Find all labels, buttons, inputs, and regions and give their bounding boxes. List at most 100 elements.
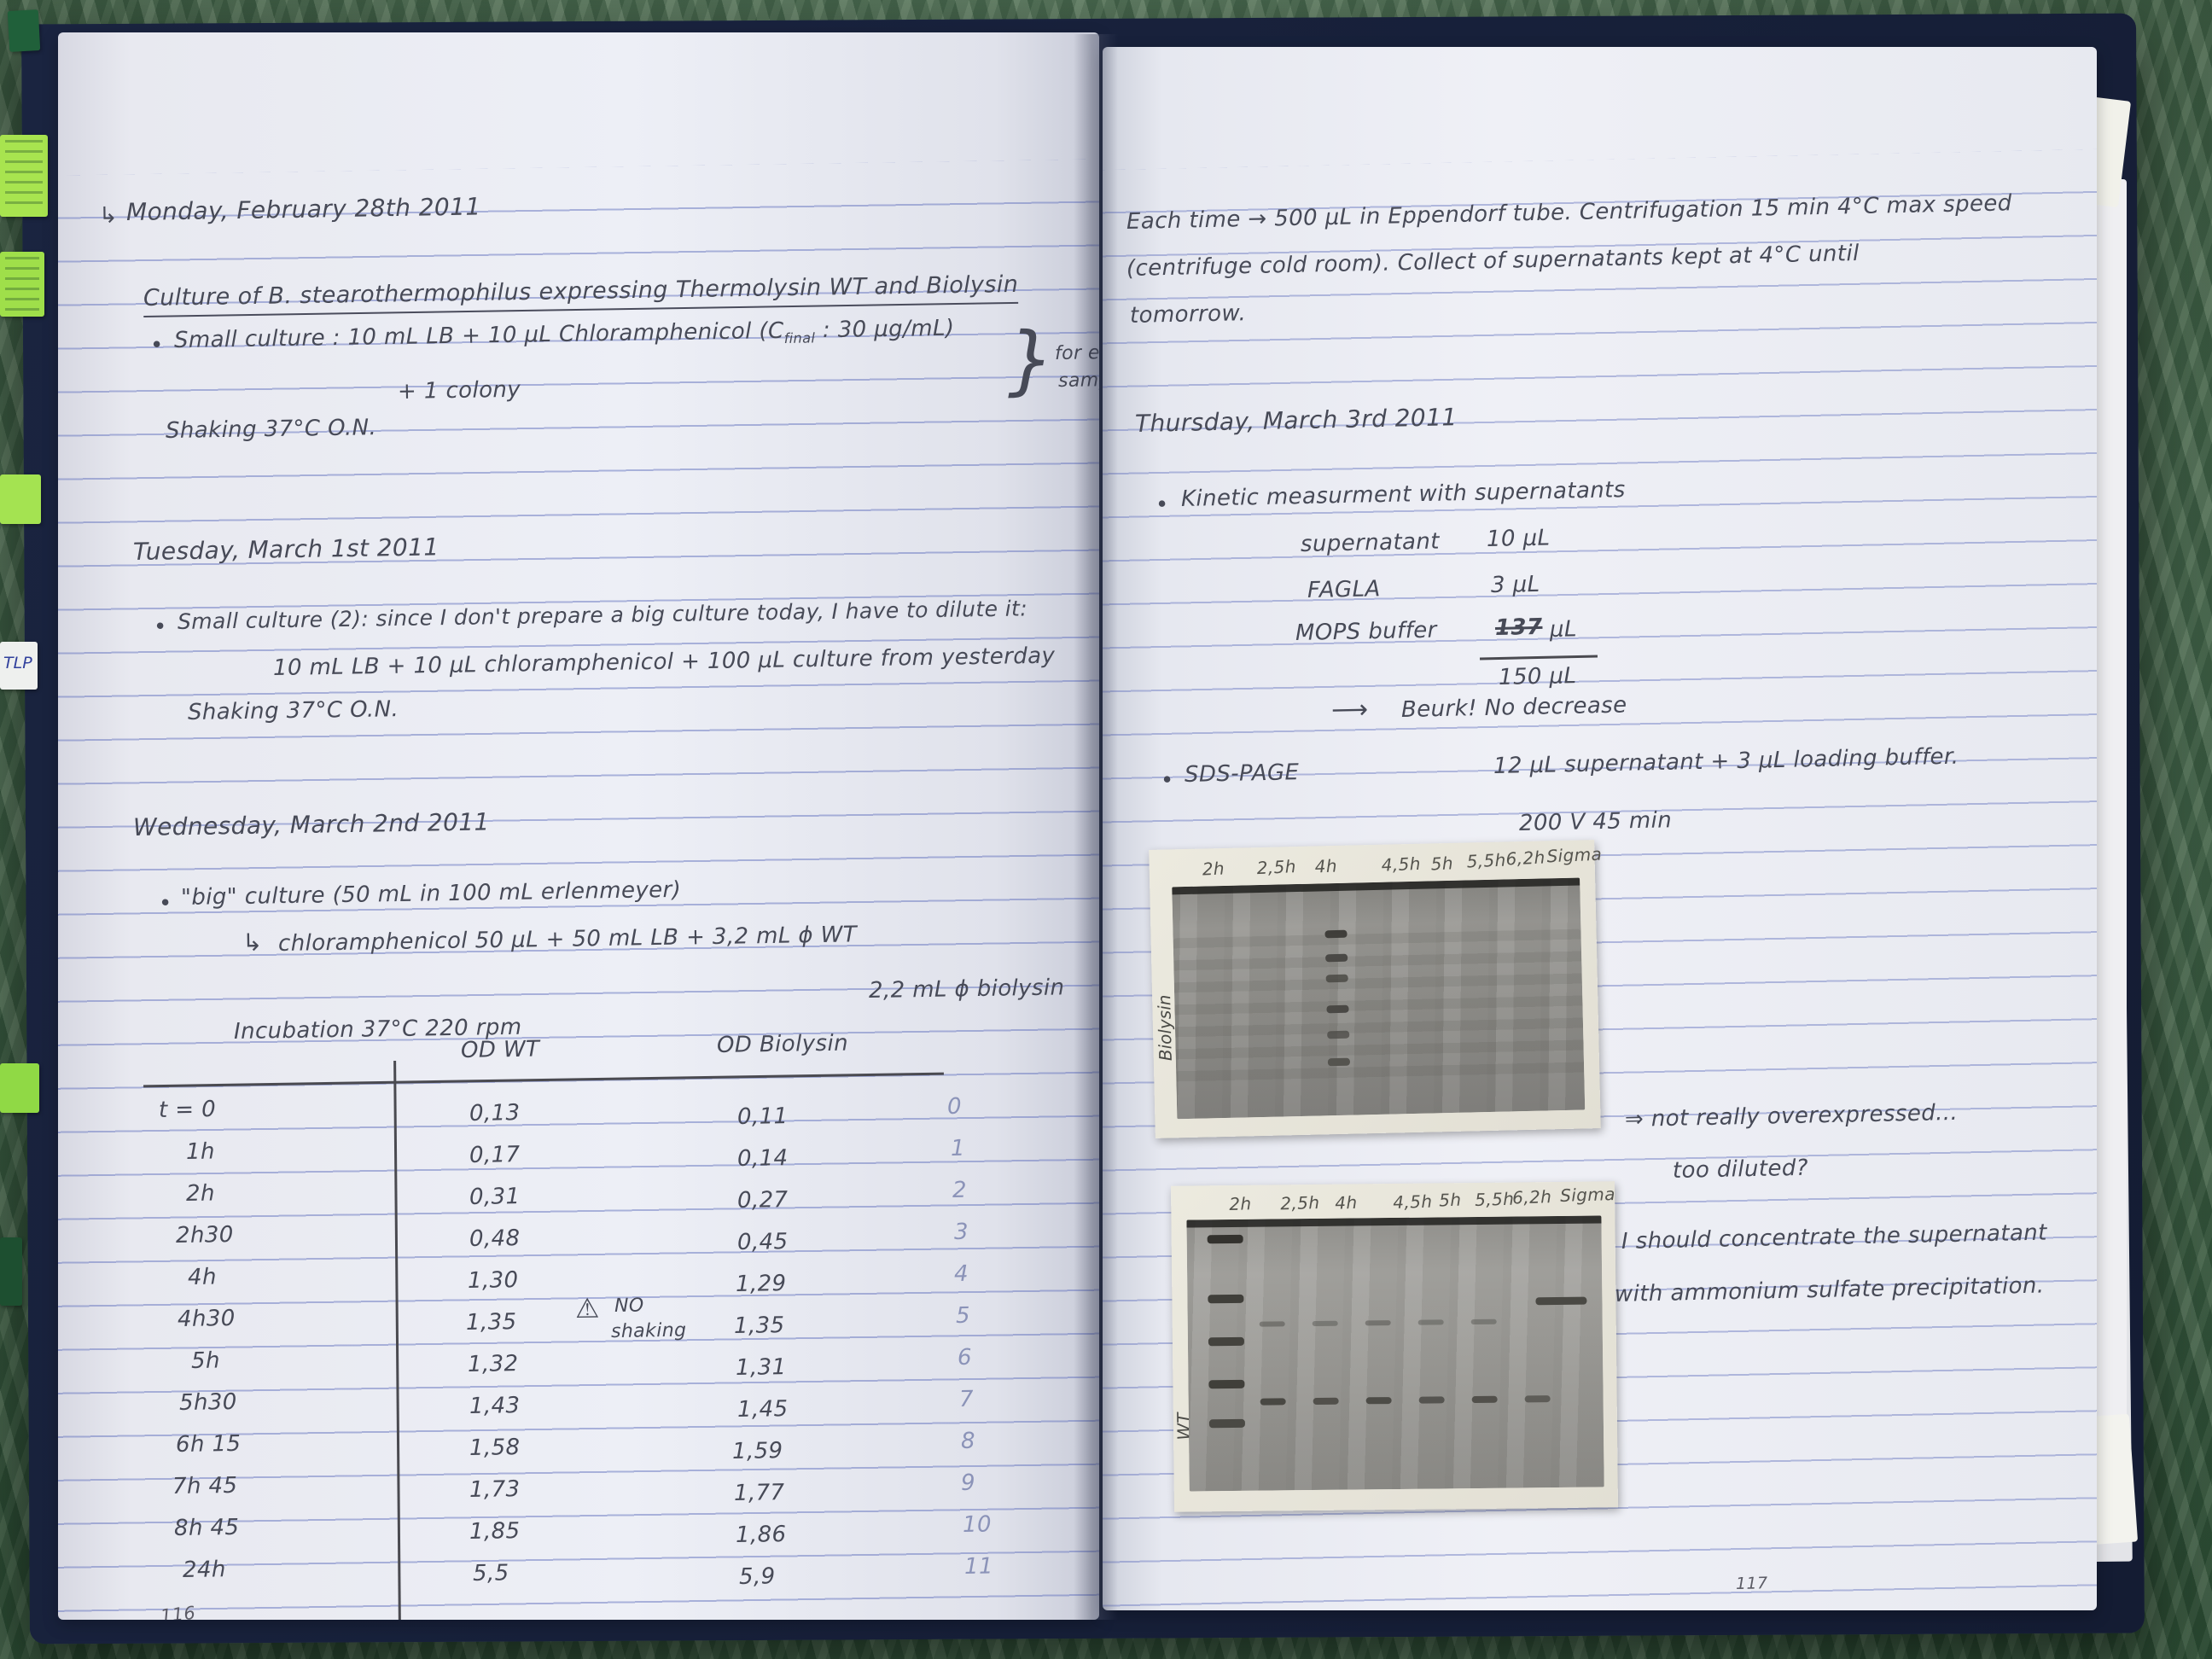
table-row-od-bio: 1,35 bbox=[733, 1313, 785, 1339]
table-row-time: t = 0 bbox=[158, 1096, 217, 1123]
page-number-right: 117 bbox=[1735, 1574, 1768, 1593]
table-header-od-biolysin: OD Biolysin bbox=[716, 1030, 849, 1058]
table-row-od-wt: 0,13 bbox=[469, 1100, 521, 1126]
kinetic-row-label: MOPS buffer bbox=[1295, 617, 1438, 646]
gel-band-row bbox=[1259, 1321, 1285, 1327]
gel-lane-label: 4h bbox=[1334, 1191, 1358, 1214]
list-marker-icon: ↳ bbox=[98, 202, 119, 229]
table-row-od-wt: 1,32 bbox=[467, 1351, 519, 1377]
table-row-od-bio: 1,59 bbox=[731, 1438, 783, 1464]
table-row-od-wt: 0,31 bbox=[469, 1184, 521, 1210]
table-row-time: 2h bbox=[185, 1180, 216, 1207]
gel-lane-label: 2h bbox=[1228, 1193, 1252, 1215]
sticky-tab bbox=[0, 1237, 22, 1306]
table-row-od-wt: 0,17 bbox=[469, 1142, 521, 1168]
page-number-left: 116 bbox=[159, 1602, 197, 1620]
table-header-od-wt: OD WT bbox=[460, 1036, 540, 1063]
entry-date-monday: Monday, February 28th 2011 bbox=[125, 192, 481, 226]
bullet-icon: • bbox=[1160, 767, 1175, 794]
table-row-od-bio: 1,31 bbox=[735, 1354, 787, 1381]
margin-number: 0 bbox=[946, 1093, 963, 1120]
gel-lane-label: 6,2h bbox=[1505, 847, 1546, 870]
margin-number: 11 bbox=[963, 1553, 994, 1580]
kinetic-total: 150 μL bbox=[1498, 663, 1577, 690]
gel-lane-label: 4,5h bbox=[1381, 853, 1422, 876]
table-row-time: 8h 45 bbox=[173, 1514, 240, 1541]
arrow-icon: ⟶ bbox=[1330, 695, 1369, 725]
gel-lane-label: 2,5h bbox=[1279, 1191, 1320, 1214]
table-row-od-wt: 1,35 bbox=[465, 1309, 517, 1336]
gel-lane-label: 5h bbox=[1430, 853, 1454, 875]
shaking-line-1: Shaking 37°C O.N. bbox=[165, 415, 377, 444]
table-row-time: 5h30 bbox=[178, 1388, 237, 1416]
gel-lane-label: 5,5h bbox=[1466, 849, 1507, 872]
table-row-time: 6h 15 bbox=[175, 1430, 242, 1458]
tab-scribble bbox=[5, 257, 39, 311]
tab-tlp-label: TLP bbox=[3, 654, 32, 672]
table-row-od-wt: 1,73 bbox=[469, 1476, 521, 1503]
gel-lane-label: 2,5h bbox=[1256, 856, 1297, 879]
tab-scribble bbox=[5, 140, 43, 212]
table-row-time: 7h 45 bbox=[172, 1472, 238, 1499]
sticky-tab bbox=[0, 252, 44, 317]
paragraph-line-3: tomorrow. bbox=[1129, 300, 1247, 329]
margin-number: 9 bbox=[960, 1470, 976, 1496]
gel-smear bbox=[1173, 928, 1585, 1084]
table-row-od-wt: 1,43 bbox=[469, 1393, 521, 1419]
table-row-od-wt: 1,58 bbox=[469, 1435, 521, 1461]
margin-number: 8 bbox=[960, 1428, 976, 1454]
bullet-icon: • bbox=[158, 890, 172, 917]
sds-page-label: SDS-PAGE bbox=[1184, 760, 1300, 788]
table-row-time: 1h bbox=[185, 1138, 216, 1165]
table-row-od-bio: 0,14 bbox=[736, 1145, 789, 1172]
margin-number: 4 bbox=[953, 1260, 969, 1287]
gel-lane-label: 6,2h bbox=[1511, 1186, 1552, 1208]
gel-image bbox=[1186, 1215, 1604, 1492]
sticky-tab bbox=[0, 1063, 39, 1113]
margin-number: 6 bbox=[957, 1344, 973, 1371]
gel-side-label: Biolysin bbox=[1154, 994, 1176, 1062]
margin-number: 2 bbox=[952, 1177, 968, 1203]
table-row-od-bio: 0,11 bbox=[736, 1103, 789, 1130]
sds-page-conditions: 200 V 45 min bbox=[1518, 807, 1673, 836]
table-row-od-wt: 1,30 bbox=[467, 1267, 519, 1294]
gel-wells bbox=[1172, 877, 1580, 895]
warning-triangle-icon: ⚠ bbox=[574, 1291, 601, 1324]
gel-photo-2: 2h 2,5h 4h 4,5h 5h 5,5h 6,2h Sigma WT bbox=[1171, 1181, 1618, 1512]
brace-glyph: } bbox=[1006, 315, 1057, 404]
kinetic-crossed-out-value: 137 bbox=[1494, 614, 1543, 641]
kinetic-row-value: 3 μL bbox=[1490, 571, 1540, 598]
gel-lane-label: 4h bbox=[1314, 855, 1338, 877]
shaking-line-2: Shaking 37°C O.N. bbox=[187, 696, 399, 725]
warning-text-shaking: shaking bbox=[610, 1319, 687, 1342]
kinetic-row-label: supernatant bbox=[1300, 528, 1441, 557]
conclusion-note-2: too diluted? bbox=[1672, 1155, 1809, 1184]
table-row-od-bio: 0,45 bbox=[736, 1229, 789, 1255]
gel-band-row bbox=[1260, 1398, 1286, 1406]
left-page: ↳ Monday, February 28th 2011 Culture of … bbox=[58, 32, 1099, 1620]
gel-photo-1: 2h 2,5h 4h 4,5h 5h 5,5h 6,2h Sigma Bioly… bbox=[1149, 840, 1603, 1138]
gel-band-sigma bbox=[1535, 1296, 1587, 1306]
right-page: Each time → 500 μL in Eppendorf tube. Ce… bbox=[1103, 47, 2097, 1610]
table-row-time: 5h bbox=[190, 1348, 221, 1374]
table-row-od-bio: 0,27 bbox=[736, 1187, 789, 1214]
gel-lane-label: 2h bbox=[1202, 858, 1225, 880]
table-row-od-bio: 1,29 bbox=[735, 1271, 787, 1297]
gel-lane-label: 5h bbox=[1438, 1189, 1462, 1211]
sticky-tab bbox=[7, 9, 41, 52]
small-culture-suffix: : 30 μg/mL) bbox=[814, 315, 955, 344]
sticky-tab bbox=[0, 135, 48, 217]
margin-number: 7 bbox=[958, 1386, 975, 1412]
beurk-note: Beurk! No decrease bbox=[1400, 692, 1627, 723]
table-row-od-bio: 1,45 bbox=[736, 1396, 789, 1423]
colony-line: + 1 colony bbox=[397, 376, 521, 405]
entry-date-tuesday: Tuesday, March 1st 2011 bbox=[132, 533, 439, 566]
kinetic-row-value: 10 μL bbox=[1486, 525, 1551, 552]
big-culture-mix-biolysin: 2,2 mL ϕ biolysin bbox=[868, 975, 1065, 1004]
table-row-od-bio: 1,77 bbox=[733, 1480, 785, 1506]
kinetic-row-unit: μL bbox=[1549, 616, 1578, 643]
table-row-time: 4h30 bbox=[177, 1305, 236, 1332]
brace-note-line2: sample bbox=[1057, 369, 1099, 392]
margin-number: 3 bbox=[953, 1219, 969, 1245]
